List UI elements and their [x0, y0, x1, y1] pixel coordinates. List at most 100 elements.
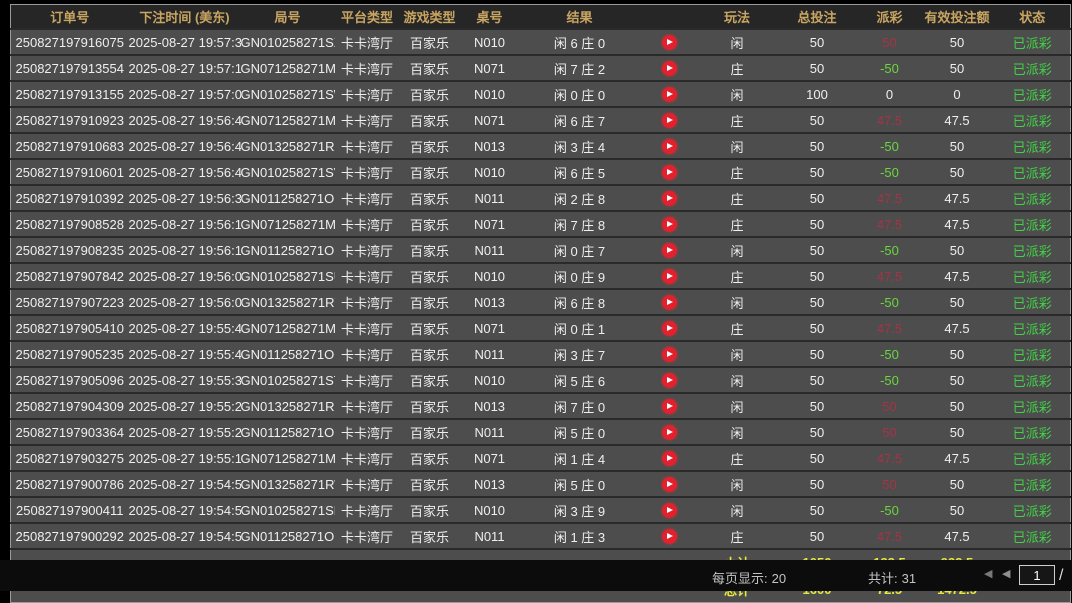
payout-cell: -50 — [880, 60, 899, 76]
total-bet-cell: 50 — [809, 60, 825, 76]
replay-icon[interactable] — [662, 35, 677, 51]
table-no-cell: N071 — [473, 450, 506, 466]
game-no-cell: GN010258271SW — [240, 86, 335, 102]
status-cell: 已派彩 — [1012, 113, 1052, 129]
table-no-cell: N010 — [473, 164, 506, 180]
game-type-cell: 百家乐 — [409, 217, 449, 233]
prev-page-icon[interactable]: ◀ — [1002, 568, 1011, 580]
table-no-cell: N071 — [473, 216, 506, 232]
replay-icon[interactable] — [662, 373, 677, 389]
replay-icon[interactable] — [662, 217, 677, 233]
platform-cell: 卡卡湾厅 — [340, 35, 393, 51]
replay-icon[interactable] — [662, 87, 677, 103]
total-bet-cell: 50 — [809, 190, 825, 206]
result-icon-cell — [640, 393, 700, 419]
platform-cell: 卡卡湾厅 — [340, 451, 393, 467]
valid-bet-cell: 50 — [949, 424, 965, 440]
replay-icon[interactable] — [662, 451, 677, 467]
platform-cell: 卡卡湾厅 — [340, 399, 393, 415]
replay-icon[interactable] — [662, 321, 677, 337]
order-cell: 250827197913554 — [15, 60, 124, 76]
status-cell: 已派彩 — [1012, 477, 1052, 493]
header-bet-time: 下注时间 (美东) — [128, 4, 241, 29]
replay-icon[interactable] — [662, 113, 677, 129]
table-no-cell: N010 — [473, 268, 506, 284]
header-payout: 派彩 — [859, 4, 920, 29]
play-triangle-icon — [667, 65, 673, 72]
replay-icon[interactable] — [662, 243, 677, 259]
header-play: 玩法 — [699, 4, 775, 29]
replay-icon[interactable] — [662, 425, 677, 441]
payout-cell: -50 — [880, 372, 899, 388]
payout-cell: 50 — [882, 476, 897, 492]
platform-cell: 卡卡湾厅 — [340, 477, 393, 493]
table-row: 250827197903364 2025-08-27 19:55:20 GN01… — [10, 419, 1071, 445]
payout-cell: 47.5 — [876, 112, 903, 128]
platform-cell: 卡卡湾厅 — [340, 243, 393, 259]
table-no-cell: N013 — [473, 398, 506, 414]
bet-time-cell: 2025-08-27 19:56:11 — [128, 242, 241, 258]
table-row: 250827197905096 2025-08-27 19:55:39 GN01… — [10, 367, 1071, 393]
order-cell: 250827197910392 — [15, 190, 124, 206]
play-cell: 闲 — [730, 243, 744, 259]
play-cell: 闲 — [730, 373, 744, 389]
table-no-cell: N010 — [473, 372, 506, 388]
play-cell: 庄 — [730, 321, 744, 337]
result-icon-cell — [640, 81, 700, 107]
game-type-cell: 百家乐 — [409, 61, 449, 77]
replay-icon[interactable] — [662, 165, 677, 181]
game-no-cell: GN011258271OH — [240, 242, 335, 258]
bet-time-cell: 2025-08-27 19:55:41 — [128, 346, 241, 362]
total-bet-cell: 100 — [806, 86, 828, 102]
replay-icon[interactable] — [662, 347, 677, 363]
per-page-value: 20 — [771, 571, 787, 586]
status-cell: 已派彩 — [1012, 451, 1052, 467]
valid-bet-cell: 50 — [949, 34, 965, 50]
result-icon-cell — [640, 107, 700, 133]
replay-icon[interactable] — [662, 191, 677, 207]
play-triangle-icon — [667, 91, 673, 98]
first-page-icon[interactable]: ◀ — [984, 568, 993, 580]
replay-icon[interactable] — [662, 61, 677, 77]
page-input[interactable] — [1019, 565, 1055, 585]
result-icon-cell — [640, 419, 700, 445]
play-triangle-icon — [667, 455, 673, 462]
game-no-cell: GN010258271SX — [240, 34, 335, 50]
table-row: 250827197913554 2025-08-27 19:57:10 GN07… — [10, 55, 1071, 81]
payout-cell: 47.5 — [876, 320, 903, 336]
valid-bet-cell: 47.5 — [944, 528, 970, 544]
game-no-cell: GN013258271RX — [240, 398, 335, 414]
game-type-cell: 百家乐 — [409, 425, 449, 441]
bet-time-cell: 2025-08-27 19:56:41 — [128, 138, 241, 154]
game-no-cell: GN011258271OG — [240, 346, 335, 362]
total-count-label: 共计: — [868, 571, 898, 586]
result-icon-cell — [640, 367, 700, 393]
game-type-cell: 百家乐 — [409, 191, 449, 207]
page-separator: / — [1059, 567, 1064, 584]
replay-icon[interactable] — [662, 399, 677, 415]
bet-time-cell: 2025-08-27 19:56:38 — [128, 190, 241, 206]
game-type-cell: 百家乐 — [409, 295, 449, 311]
valid-bet-cell: 50 — [949, 164, 965, 180]
status-cell: 已派彩 — [1012, 35, 1052, 51]
replay-icon[interactable] — [662, 295, 677, 311]
result-icon-cell — [640, 445, 700, 471]
status-cell: 已派彩 — [1012, 269, 1052, 285]
result-icon-cell — [640, 237, 700, 263]
total-count-value: 31 — [901, 571, 917, 586]
replay-icon[interactable] — [662, 477, 677, 493]
result-cell: 闲 3 庄 4 — [553, 139, 606, 155]
result-icon-cell — [640, 523, 700, 549]
order-cell: 250827197910923 — [15, 112, 124, 128]
replay-icon[interactable] — [662, 269, 677, 285]
play-triangle-icon — [667, 143, 673, 150]
replay-icon[interactable] — [662, 529, 677, 545]
total-bet-cell: 50 — [809, 372, 825, 388]
game-no-cell: GN071258271MF — [240, 60, 335, 76]
total-bet-cell: 50 — [809, 216, 825, 232]
bet-time-cell: 2025-08-27 19:54:50 — [128, 528, 241, 544]
replay-icon[interactable] — [662, 139, 677, 155]
result-cell: 闲 1 庄 4 — [553, 451, 606, 467]
replay-icon[interactable] — [662, 503, 677, 519]
platform-cell: 卡卡湾厅 — [340, 503, 393, 519]
